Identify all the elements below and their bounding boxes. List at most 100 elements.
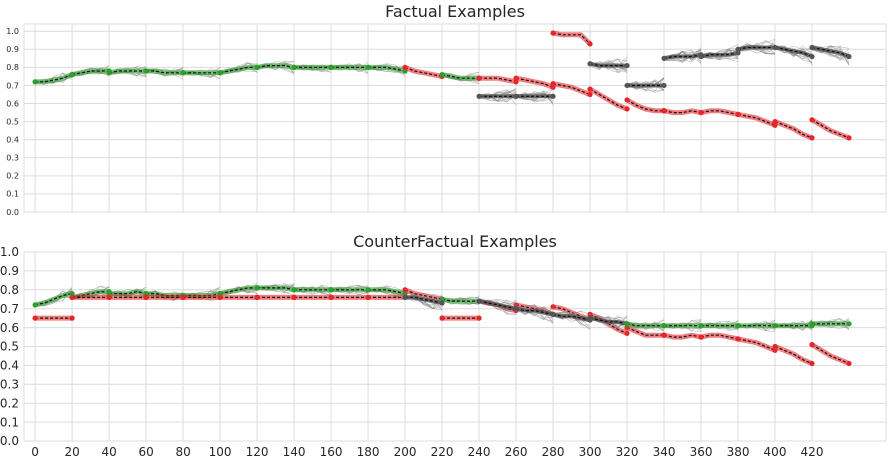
mean-dashed-line	[774, 46, 813, 58]
x-tick-label: 400	[764, 445, 787, 459]
segment-endpoint	[624, 62, 630, 69]
mean-dashed-line	[626, 323, 664, 327]
mean-dashed-line	[257, 287, 295, 291]
segment-endpoint	[846, 321, 852, 327]
segment-endpoint	[661, 108, 667, 114]
mean-dashed-line	[552, 32, 591, 45]
mean-dashed-line	[405, 296, 443, 304]
sample-band-line	[737, 49, 776, 55]
mean-dashed-line	[35, 74, 73, 83]
segment-endpoint	[550, 304, 556, 310]
y-tick-label: 0.9	[0, 264, 19, 278]
segment-endpoint	[476, 75, 482, 81]
mean-dashed-line	[774, 345, 813, 365]
segment-endpoint	[587, 311, 593, 317]
y-tick-label: 0.7	[6, 81, 19, 90]
segment-endpoint	[809, 117, 815, 123]
segment-endpoint	[143, 68, 149, 74]
segment-endpoint	[217, 290, 223, 297]
segment-endpoint	[402, 287, 408, 293]
sample-band-line	[774, 45, 813, 55]
segment-endpoint	[809, 44, 815, 51]
y-tick-label: 0.8	[0, 283, 19, 297]
y-tick-label: 1.0	[6, 27, 19, 36]
mean-dashed-line	[552, 83, 591, 96]
segment-endpoint	[698, 109, 704, 116]
segment-endpoint	[587, 61, 593, 67]
y-tick-label: 1.0	[0, 245, 19, 259]
segment-endpoint	[661, 82, 667, 89]
segment-endpoint	[809, 135, 815, 141]
segment-endpoint	[513, 75, 519, 81]
mean-dashed-line	[737, 338, 776, 351]
sample-band-line	[404, 296, 443, 308]
segment-endpoint	[698, 323, 704, 329]
segment-endpoint	[809, 342, 815, 348]
segment-endpoint	[143, 294, 149, 300]
sample-band-line	[626, 77, 665, 92]
x-tick-label: 20	[64, 445, 79, 459]
y-tick-label: 0.4	[0, 359, 19, 373]
segment-endpoint	[698, 53, 704, 60]
segment-endpoint	[402, 294, 408, 300]
sample-band-line	[811, 46, 850, 54]
sample-band-line	[515, 97, 554, 102]
segment-endpoint	[846, 360, 852, 367]
segment-endpoint	[439, 315, 445, 321]
mean-dashed-line	[700, 52, 739, 58]
y-tick-label: 0.3	[6, 154, 19, 163]
segment-endpoint	[476, 315, 482, 321]
sample-band-line	[515, 306, 554, 314]
mean-dashed-line	[71, 70, 110, 76]
segment-endpoint	[365, 287, 371, 293]
mean-dashed-line	[663, 334, 702, 338]
x-tick-label: 300	[579, 445, 602, 459]
segment-endpoint	[365, 294, 371, 300]
mean-dashed-line	[368, 66, 406, 72]
mean-dashed-line	[663, 110, 702, 114]
sample-band-line	[478, 90, 517, 100]
segment-endpoint	[476, 298, 482, 304]
x-tick-label: 340	[653, 445, 676, 459]
sample-band-line	[700, 51, 739, 61]
mean-dashed-line	[478, 300, 517, 310]
segment-endpoint	[772, 323, 778, 329]
segment-endpoint	[624, 106, 630, 112]
mean-dashed-line	[219, 287, 258, 295]
segment-endpoint	[624, 330, 630, 336]
segment-endpoint	[32, 79, 38, 85]
x-tick-label: 380	[727, 445, 750, 459]
x-tick-label: 120	[246, 445, 269, 459]
mean-dashed-line	[515, 308, 554, 315]
y-tick-label: 0.9	[6, 45, 19, 54]
segment-endpoint	[328, 287, 334, 293]
segment-endpoint	[513, 306, 519, 312]
sample-band-line	[552, 312, 591, 329]
segment-endpoint	[624, 82, 630, 89]
y-tick-label: 0.7	[0, 302, 19, 316]
factual-panel: 0.0 0.1 0.2 0.3 0.4 0.5 0.6 0.7 0.8 0.9 1.0 Factual…	[6, 2, 887, 217]
segment-endpoint	[846, 135, 852, 141]
x-tick-label: 140	[283, 445, 306, 459]
mean-dashed-line	[256, 65, 295, 68]
mean-dashed-line	[700, 334, 739, 340]
segment-endpoint	[772, 119, 778, 125]
y-tick-label: 0.0	[6, 208, 19, 217]
segment-endpoint	[439, 296, 445, 302]
mean-dashed-line	[700, 110, 739, 115]
mean-dashed-line	[737, 113, 776, 126]
mean-dashed-line	[368, 289, 406, 295]
segment-endpoint	[550, 311, 556, 317]
y-tick-label: 0.5	[0, 340, 19, 354]
segment-endpoint	[772, 343, 778, 350]
segment-endpoint	[402, 64, 408, 70]
segment-endpoint	[106, 294, 112, 300]
y-tick-label: 0.2	[0, 396, 19, 410]
segment-endpoint	[735, 111, 741, 117]
segment-endpoint	[69, 72, 75, 78]
segment-endpoint	[587, 41, 593, 47]
segment-endpoint	[735, 50, 741, 56]
mean-dashed-line	[515, 77, 554, 88]
